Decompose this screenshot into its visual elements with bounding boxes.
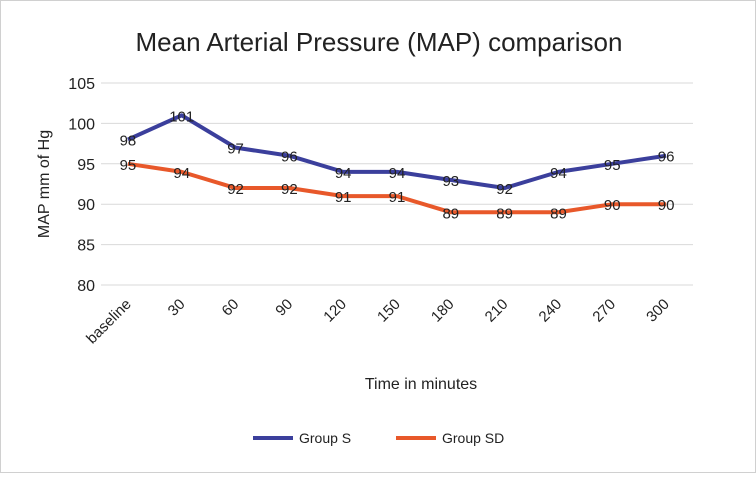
x-tick-label: 300 bbox=[643, 296, 673, 326]
data-label: 91 bbox=[389, 189, 406, 206]
legend: Group S Group SD bbox=[253, 430, 504, 446]
x-tick-label: 180 bbox=[428, 296, 458, 326]
data-label: 95 bbox=[604, 157, 621, 174]
x-tick-label: 120 bbox=[320, 296, 350, 326]
x-tick-label: baseline bbox=[83, 296, 135, 348]
series-line-group-s bbox=[127, 113, 667, 191]
x-tick-label: 90 bbox=[272, 296, 296, 320]
x-axis-label: Time in minutes bbox=[365, 376, 477, 393]
data-label: 95 bbox=[120, 157, 137, 174]
y-tick-label: 80 bbox=[77, 278, 95, 295]
y-tick-label: 95 bbox=[77, 157, 95, 174]
data-label: 94 bbox=[335, 165, 352, 182]
x-tick-label: 240 bbox=[536, 296, 566, 326]
series-line-group-sd bbox=[127, 161, 667, 215]
x-tick-label: 150 bbox=[374, 296, 404, 326]
legend-label: Group S bbox=[299, 430, 351, 446]
chart-title: Mean Arterial Pressure (MAP) comparison bbox=[136, 27, 623, 57]
data-label: 94 bbox=[550, 165, 567, 182]
y-tick-label: 85 bbox=[77, 238, 95, 255]
data-label: 92 bbox=[227, 181, 244, 198]
y-tick-label: 90 bbox=[77, 197, 95, 214]
data-label: 94 bbox=[173, 165, 190, 182]
data-label: 90 bbox=[604, 197, 621, 214]
data-label: 94 bbox=[389, 165, 406, 182]
data-label: 101 bbox=[169, 108, 194, 125]
data-label: 98 bbox=[120, 133, 137, 150]
data-label: 92 bbox=[496, 181, 513, 198]
data-label: 89 bbox=[496, 205, 513, 222]
data-label: 97 bbox=[227, 141, 244, 158]
data-label: 93 bbox=[442, 173, 459, 190]
legend-label: Group SD bbox=[442, 430, 504, 446]
data-label: 90 bbox=[658, 197, 675, 214]
data-label: 89 bbox=[442, 205, 459, 222]
x-tick-label: 60 bbox=[219, 296, 243, 320]
data-label: 91 bbox=[335, 189, 352, 206]
y-axis-label: MAP mm of Hg bbox=[36, 130, 53, 238]
data-label: 89 bbox=[550, 205, 567, 222]
x-tick-label: 210 bbox=[482, 296, 512, 326]
data-label: 96 bbox=[281, 149, 298, 166]
y-tick-label: 105 bbox=[68, 76, 95, 93]
x-tick-label: 270 bbox=[589, 296, 619, 326]
data-label: 96 bbox=[658, 149, 675, 166]
y-tick-label: 100 bbox=[68, 116, 95, 133]
x-tick-label: 30 bbox=[165, 296, 189, 320]
data-label: 92 bbox=[281, 181, 298, 198]
